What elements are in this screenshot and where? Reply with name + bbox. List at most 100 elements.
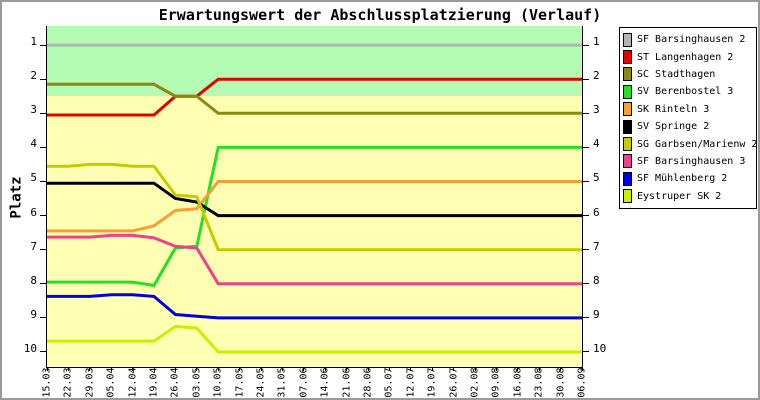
series-line-sf-barsinghausen-3 [47, 233, 582, 286]
x-tick-label: 26.07 [448, 367, 460, 398]
y-tick-label-left: 8 [30, 273, 37, 287]
series-line-sf-m-hlenberg-2 [47, 293, 582, 320]
y-tick-left [40, 351, 46, 352]
legend: SF Barsinghausen 2 ST Langenhagen 2 SC Sta… [619, 27, 757, 209]
x-tick [389, 368, 390, 371]
legend-swatch [623, 84, 632, 99]
x-tick [68, 368, 69, 371]
legend-item-sf-barsinghausen-2: SF Barsinghausen 2 [623, 32, 756, 48]
y-tick-right [583, 147, 589, 148]
legend-item-sc-stadthagen: SC Stadthagen [623, 66, 756, 82]
x-tick-label: 31.05 [276, 367, 288, 398]
y-tick-label-left: 7 [30, 239, 37, 253]
y-tick-left [40, 147, 46, 148]
legend-swatch [623, 50, 632, 65]
series-line-st-langenhagen-2 [47, 77, 582, 117]
x-tick [496, 368, 497, 371]
legend-swatch [623, 102, 632, 117]
y-tick-left [40, 283, 46, 284]
series-line-sc-stadthagen [47, 82, 582, 115]
x-tick-label: 10.05 [212, 367, 224, 398]
x-tick-label: 09.08 [490, 367, 502, 398]
y-tick-left [40, 317, 46, 318]
x-tick [346, 368, 347, 371]
y-tick-label-left: 5 [30, 171, 37, 185]
x-tick [453, 368, 454, 371]
x-tick [111, 368, 112, 371]
legend-item-st-langenhagen-2: ST Langenhagen 2 [623, 49, 756, 65]
legend-swatch [623, 171, 632, 186]
x-tick-label: 23.08 [533, 367, 545, 398]
x-tick-label: 12.07 [405, 367, 417, 398]
legend-item-sg-garbsen-marienw-2: SG Garbsen/Marienw 2 [623, 136, 758, 152]
y-tick-label-right: 1 [593, 35, 600, 49]
x-tick [303, 368, 304, 371]
x-tick-label: 03.05 [191, 367, 203, 398]
y-tick-left [40, 215, 46, 216]
legend-swatch [623, 154, 632, 169]
series-line-sv-berenbostel-3 [47, 145, 582, 288]
y-tick-right [583, 181, 589, 182]
x-tick-label: 19.07 [426, 367, 438, 398]
x-tick-label: 19.04 [148, 367, 160, 398]
y-tick-label-right: 4 [593, 137, 600, 151]
series-line-sv-springe-2 [47, 181, 582, 218]
y-tick-label-left: 6 [30, 205, 37, 219]
legend-label: SF Barsinghausen 2 [637, 34, 746, 46]
y-tick-label-right: 3 [593, 103, 600, 117]
legend-label: ST Langenhagen 2 [637, 51, 734, 63]
zone-band-lower-zone [47, 96, 582, 367]
x-tick-label: 17.05 [234, 367, 246, 398]
x-tick [261, 368, 262, 371]
y-tick-left [40, 113, 46, 114]
legend-item-eystruper-sk-2: Eystruper SK 2 [623, 188, 756, 204]
legend-item-sf-m-hlenberg-2: SF Mühlenberg 2 [623, 171, 756, 187]
legend-label: Eystruper SK 2 [637, 190, 722, 202]
legend-label: SG Garbsen/Marienw 2 [637, 138, 758, 150]
y-tick-label-left: 2 [30, 69, 37, 83]
x-tick [154, 368, 155, 371]
legend-label: SV Berenbostel 3 [637, 86, 734, 98]
x-tick [560, 368, 561, 371]
x-tick-label: 15.03 [41, 367, 53, 398]
chart-title: Erwartungswert der Abschlussplatzierung … [158, 6, 602, 24]
y-tick-label-right: 7 [593, 239, 600, 253]
y-tick-label-left: 4 [30, 137, 37, 151]
x-tick [539, 368, 540, 371]
y-tick-label-left: 9 [30, 307, 37, 321]
y-tick-right [583, 79, 589, 80]
y-tick-label-right: 9 [593, 307, 600, 321]
x-tick-label: 22.03 [62, 367, 74, 398]
x-tick [410, 368, 411, 371]
legend-item-sf-barsinghausen-3: SF Barsinghausen 3 [623, 153, 756, 169]
x-tick-label: 12.04 [127, 367, 139, 398]
x-tick [218, 368, 219, 371]
y-tick-right [583, 249, 589, 250]
y-tick-right [583, 317, 589, 318]
x-tick-label: 30.08 [555, 367, 567, 398]
y-tick-right [583, 215, 589, 216]
x-tick [325, 368, 326, 371]
y-tick-right [583, 283, 589, 284]
chart-canvas [47, 26, 582, 367]
legend-label: SF Barsinghausen 3 [637, 155, 746, 167]
legend-label: SF Mühlenberg 2 [637, 173, 728, 185]
legend-swatch [623, 119, 632, 134]
y-tick-right [583, 351, 589, 352]
plot-area [46, 26, 583, 368]
x-tick [475, 368, 476, 371]
y-tick-left [40, 249, 46, 250]
x-tick [432, 368, 433, 371]
legend-label: SC Stadthagen [637, 68, 716, 80]
x-tick-label: 06.09 [576, 367, 588, 398]
x-tick-label: 02.08 [469, 367, 481, 398]
x-tick [282, 368, 283, 371]
series-line-sk-rinteln-3 [47, 180, 582, 233]
legend-swatch [623, 137, 632, 152]
y-tick-label-right: 10 [593, 341, 607, 355]
x-tick [132, 368, 133, 371]
y-tick-label-left: 3 [30, 103, 37, 117]
legend-item-sk-rinteln-3: SK Rinteln 3 [623, 101, 756, 117]
y-tick-left [40, 79, 46, 80]
legend-swatch [623, 67, 632, 82]
